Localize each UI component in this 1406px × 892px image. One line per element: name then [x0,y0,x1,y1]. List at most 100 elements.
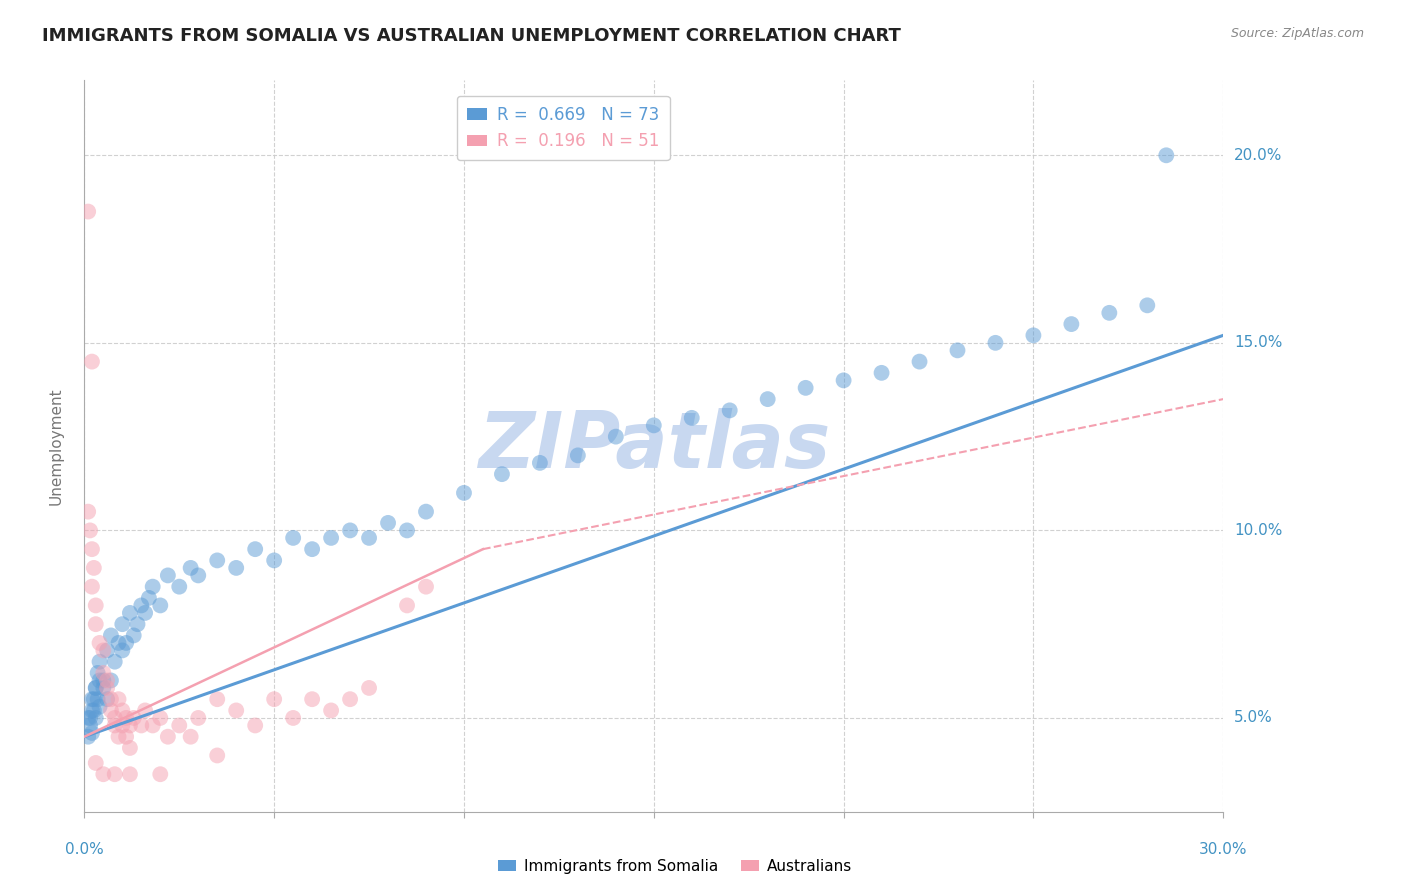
Point [79,718,101,732]
Point [908,354,931,368]
Point [396,524,419,538]
Point [180,730,202,744]
Point [83,692,105,706]
Point [115,730,138,744]
Point [93,673,115,688]
Point [107,692,129,706]
Point [104,711,127,725]
Point [77,711,100,725]
Point [643,418,665,433]
Point [115,711,138,725]
Text: 0.0%: 0.0% [65,842,104,857]
Point [118,718,141,732]
Point [149,767,172,781]
Point [396,599,419,613]
Point [134,606,156,620]
Point [605,429,627,443]
Point [794,381,817,395]
Point [142,580,165,594]
Point [80,692,103,706]
Point [96,681,118,695]
Point [80,354,103,368]
Point [263,553,285,567]
Point [89,636,111,650]
Point [283,531,305,545]
Point [832,373,855,387]
Point [100,703,122,717]
Point [138,591,160,605]
Point [149,599,172,613]
Point [84,681,107,695]
Point [115,636,138,650]
Point [321,531,343,545]
Point [79,711,101,725]
Point [77,204,100,219]
Point [107,636,129,650]
Point [83,561,105,575]
Point [263,692,285,706]
Point [359,531,381,545]
Text: IMMIGRANTS FROM SOMALIA VS AUSTRALIAN UNEMPLOYMENT CORRELATION CHART: IMMIGRANTS FROM SOMALIA VS AUSTRALIAN UN… [42,27,901,45]
Point [453,486,475,500]
Point [84,617,107,632]
Point [180,561,202,575]
Point [100,673,122,688]
Legend: Immigrants from Somalia, Australians: Immigrants from Somalia, Australians [492,853,858,880]
Legend: R =  0.669   N = 73, R =  0.196   N = 51: R = 0.669 N = 73, R = 0.196 N = 51 [457,96,669,161]
Point [84,681,107,695]
Text: 5.0%: 5.0% [1234,710,1272,725]
Point [339,692,361,706]
Point [104,718,127,732]
Point [756,392,779,406]
Point [77,730,100,744]
Point [104,767,127,781]
Point [96,643,118,657]
Point [1136,298,1159,312]
Point [100,692,122,706]
Point [301,542,323,557]
Point [86,692,108,706]
Point [111,718,134,732]
Point [156,730,179,744]
Point [80,703,103,717]
Point [169,580,191,594]
Point [207,692,229,706]
Point [83,703,105,717]
Text: Source: ZipAtlas.com: Source: ZipAtlas.com [1230,27,1364,40]
Point [245,542,267,557]
Point [567,449,589,463]
Point [118,767,141,781]
Point [89,699,111,714]
Point [89,655,111,669]
Point [870,366,893,380]
Point [96,673,118,688]
Y-axis label: Unemployment: Unemployment [49,387,63,505]
Point [96,692,118,706]
Point [127,617,149,632]
Point [207,553,229,567]
Point [529,456,551,470]
Point [118,741,141,756]
Point [80,726,103,740]
Point [156,568,179,582]
Point [79,524,101,538]
Point [80,580,103,594]
Point [107,730,129,744]
Point [415,505,437,519]
Point [946,343,969,358]
Point [187,711,209,725]
Point [301,692,323,706]
Point [77,505,100,519]
Point [225,703,247,717]
Text: ZIPatlas: ZIPatlas [478,408,830,484]
Point [111,643,134,657]
Point [93,665,115,680]
Point [93,767,115,781]
Point [134,703,156,717]
Point [149,711,172,725]
Point [169,718,191,732]
Point [84,599,107,613]
Point [84,711,107,725]
Point [122,711,145,725]
Point [118,606,141,620]
